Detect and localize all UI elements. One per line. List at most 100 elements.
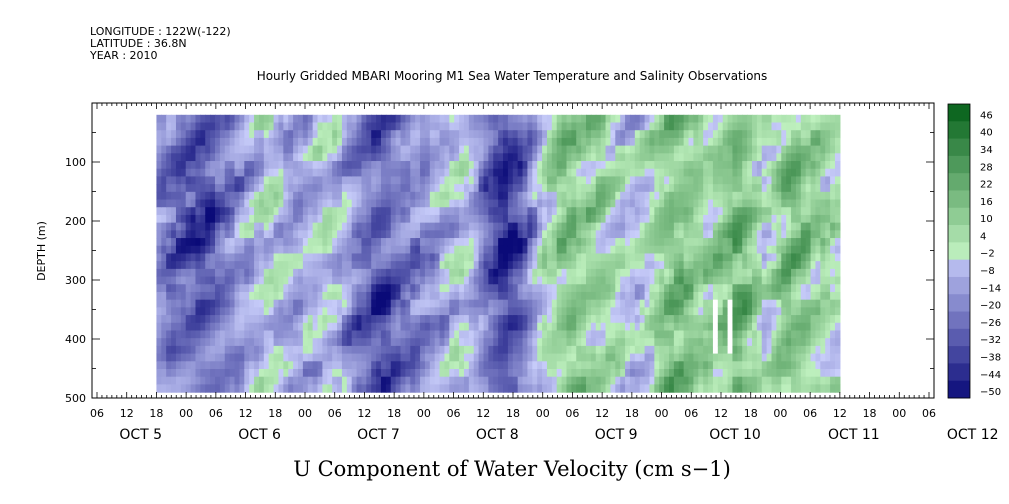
heatmap-cell — [620, 168, 626, 178]
heatmap-cell — [517, 299, 524, 308]
heatmap-cell — [693, 122, 699, 131]
heatmap-cell — [390, 368, 397, 378]
heatmap-cell — [185, 130, 192, 139]
heatmap-cell — [683, 168, 690, 178]
heatmap-cell — [815, 307, 821, 316]
heatmap-cell — [576, 268, 582, 278]
heatmap-cell — [556, 199, 563, 208]
heatmap-cell — [288, 345, 294, 355]
heatmap-cell — [571, 330, 577, 339]
heatmap-cell — [586, 376, 592, 385]
heatmap-cell — [507, 137, 514, 147]
heatmap-cell — [517, 353, 524, 362]
heatmap-cell — [390, 361, 397, 370]
heatmap-cell — [268, 315, 275, 324]
heatmap-cell — [522, 222, 529, 231]
heatmap-cell — [615, 191, 621, 201]
heatmap-cell — [298, 114, 304, 124]
heatmap-cell — [371, 191, 377, 201]
heatmap-cell — [322, 122, 328, 131]
heatmap-cell — [542, 276, 548, 285]
heatmap-cell — [820, 276, 826, 285]
heatmap-cell — [351, 361, 358, 370]
heatmap-cell — [205, 276, 211, 285]
heatmap-cell — [615, 315, 621, 324]
heatmap-cell — [586, 153, 592, 162]
heatmap-cell — [678, 168, 685, 178]
heatmap-cell — [747, 384, 753, 393]
heatmap-cell — [566, 322, 572, 332]
heatmap-cell — [195, 184, 201, 193]
heatmap-cell — [732, 322, 738, 332]
heatmap-cell — [317, 299, 323, 308]
heatmap-cell — [171, 261, 177, 270]
heatmap-cell — [410, 207, 416, 216]
heatmap-cell — [507, 268, 514, 278]
heatmap-cell — [532, 291, 538, 301]
heatmap-cell — [361, 245, 367, 255]
heatmap-cell — [420, 276, 426, 285]
heatmap-cell — [298, 376, 304, 385]
heatmap-cell — [473, 114, 480, 124]
heatmap-cell — [244, 230, 250, 239]
heatmap-cell — [312, 261, 319, 270]
heatmap-cell — [449, 199, 455, 208]
heatmap-cell — [571, 315, 577, 324]
heatmap-cell — [298, 199, 304, 208]
heatmap-cell — [815, 130, 821, 139]
heatmap-cell — [532, 276, 538, 285]
heatmap-cell — [307, 122, 314, 131]
heatmap-cell — [376, 222, 382, 231]
heatmap-cell — [498, 153, 504, 162]
heatmap-cell — [522, 168, 529, 178]
heatmap-cell — [219, 222, 226, 231]
heatmap-cell — [171, 145, 177, 154]
heatmap-cell — [410, 122, 416, 131]
heatmap-cell — [190, 199, 197, 208]
heatmap-cell — [210, 291, 216, 301]
heatmap-cell — [468, 345, 475, 355]
heatmap-cell — [210, 384, 216, 393]
heatmap-cell — [302, 207, 309, 216]
heatmap-cell — [703, 161, 709, 170]
heatmap-cell — [219, 322, 226, 332]
heatmap-cell — [493, 299, 499, 308]
heatmap-cell — [732, 353, 738, 362]
heatmap-cell — [566, 384, 572, 393]
heatmap-cell — [600, 338, 607, 347]
heatmap-cell — [737, 368, 743, 378]
heatmap-cell — [576, 199, 582, 208]
heatmap-cell — [493, 245, 499, 255]
heatmap-cell — [576, 299, 582, 308]
heatmap-cell — [185, 230, 192, 239]
heatmap-cell — [590, 222, 597, 231]
heatmap-cell — [424, 253, 431, 262]
heatmap-cell — [434, 299, 441, 308]
heatmap-cell — [761, 176, 768, 185]
heatmap-cell — [205, 130, 211, 139]
heatmap-cell — [166, 130, 172, 139]
heatmap-cell — [273, 261, 280, 270]
heatmap-cell — [673, 176, 680, 185]
heatmap-cell — [244, 122, 250, 131]
heatmap-cell — [268, 353, 275, 362]
heatmap-cell — [249, 322, 255, 332]
heatmap-cell — [517, 268, 524, 278]
heatmap-cell — [322, 176, 328, 185]
heatmap-cell — [366, 176, 372, 185]
heatmap-cell — [410, 361, 416, 370]
heatmap-cell — [503, 176, 509, 185]
heatmap-cell — [473, 145, 480, 154]
heatmap-cell — [434, 261, 441, 270]
heatmap-cell — [708, 253, 714, 262]
heatmap-cell — [512, 368, 519, 378]
heatmap-cell — [371, 384, 377, 393]
heatmap-cell — [542, 161, 548, 170]
heatmap-cell — [693, 114, 699, 124]
heatmap-cell — [424, 338, 431, 347]
heatmap-cell — [385, 322, 392, 332]
heatmap-cell — [507, 176, 514, 185]
heatmap-cell — [605, 338, 612, 347]
heatmap-cell — [781, 368, 787, 378]
heatmap-cell — [161, 261, 167, 270]
